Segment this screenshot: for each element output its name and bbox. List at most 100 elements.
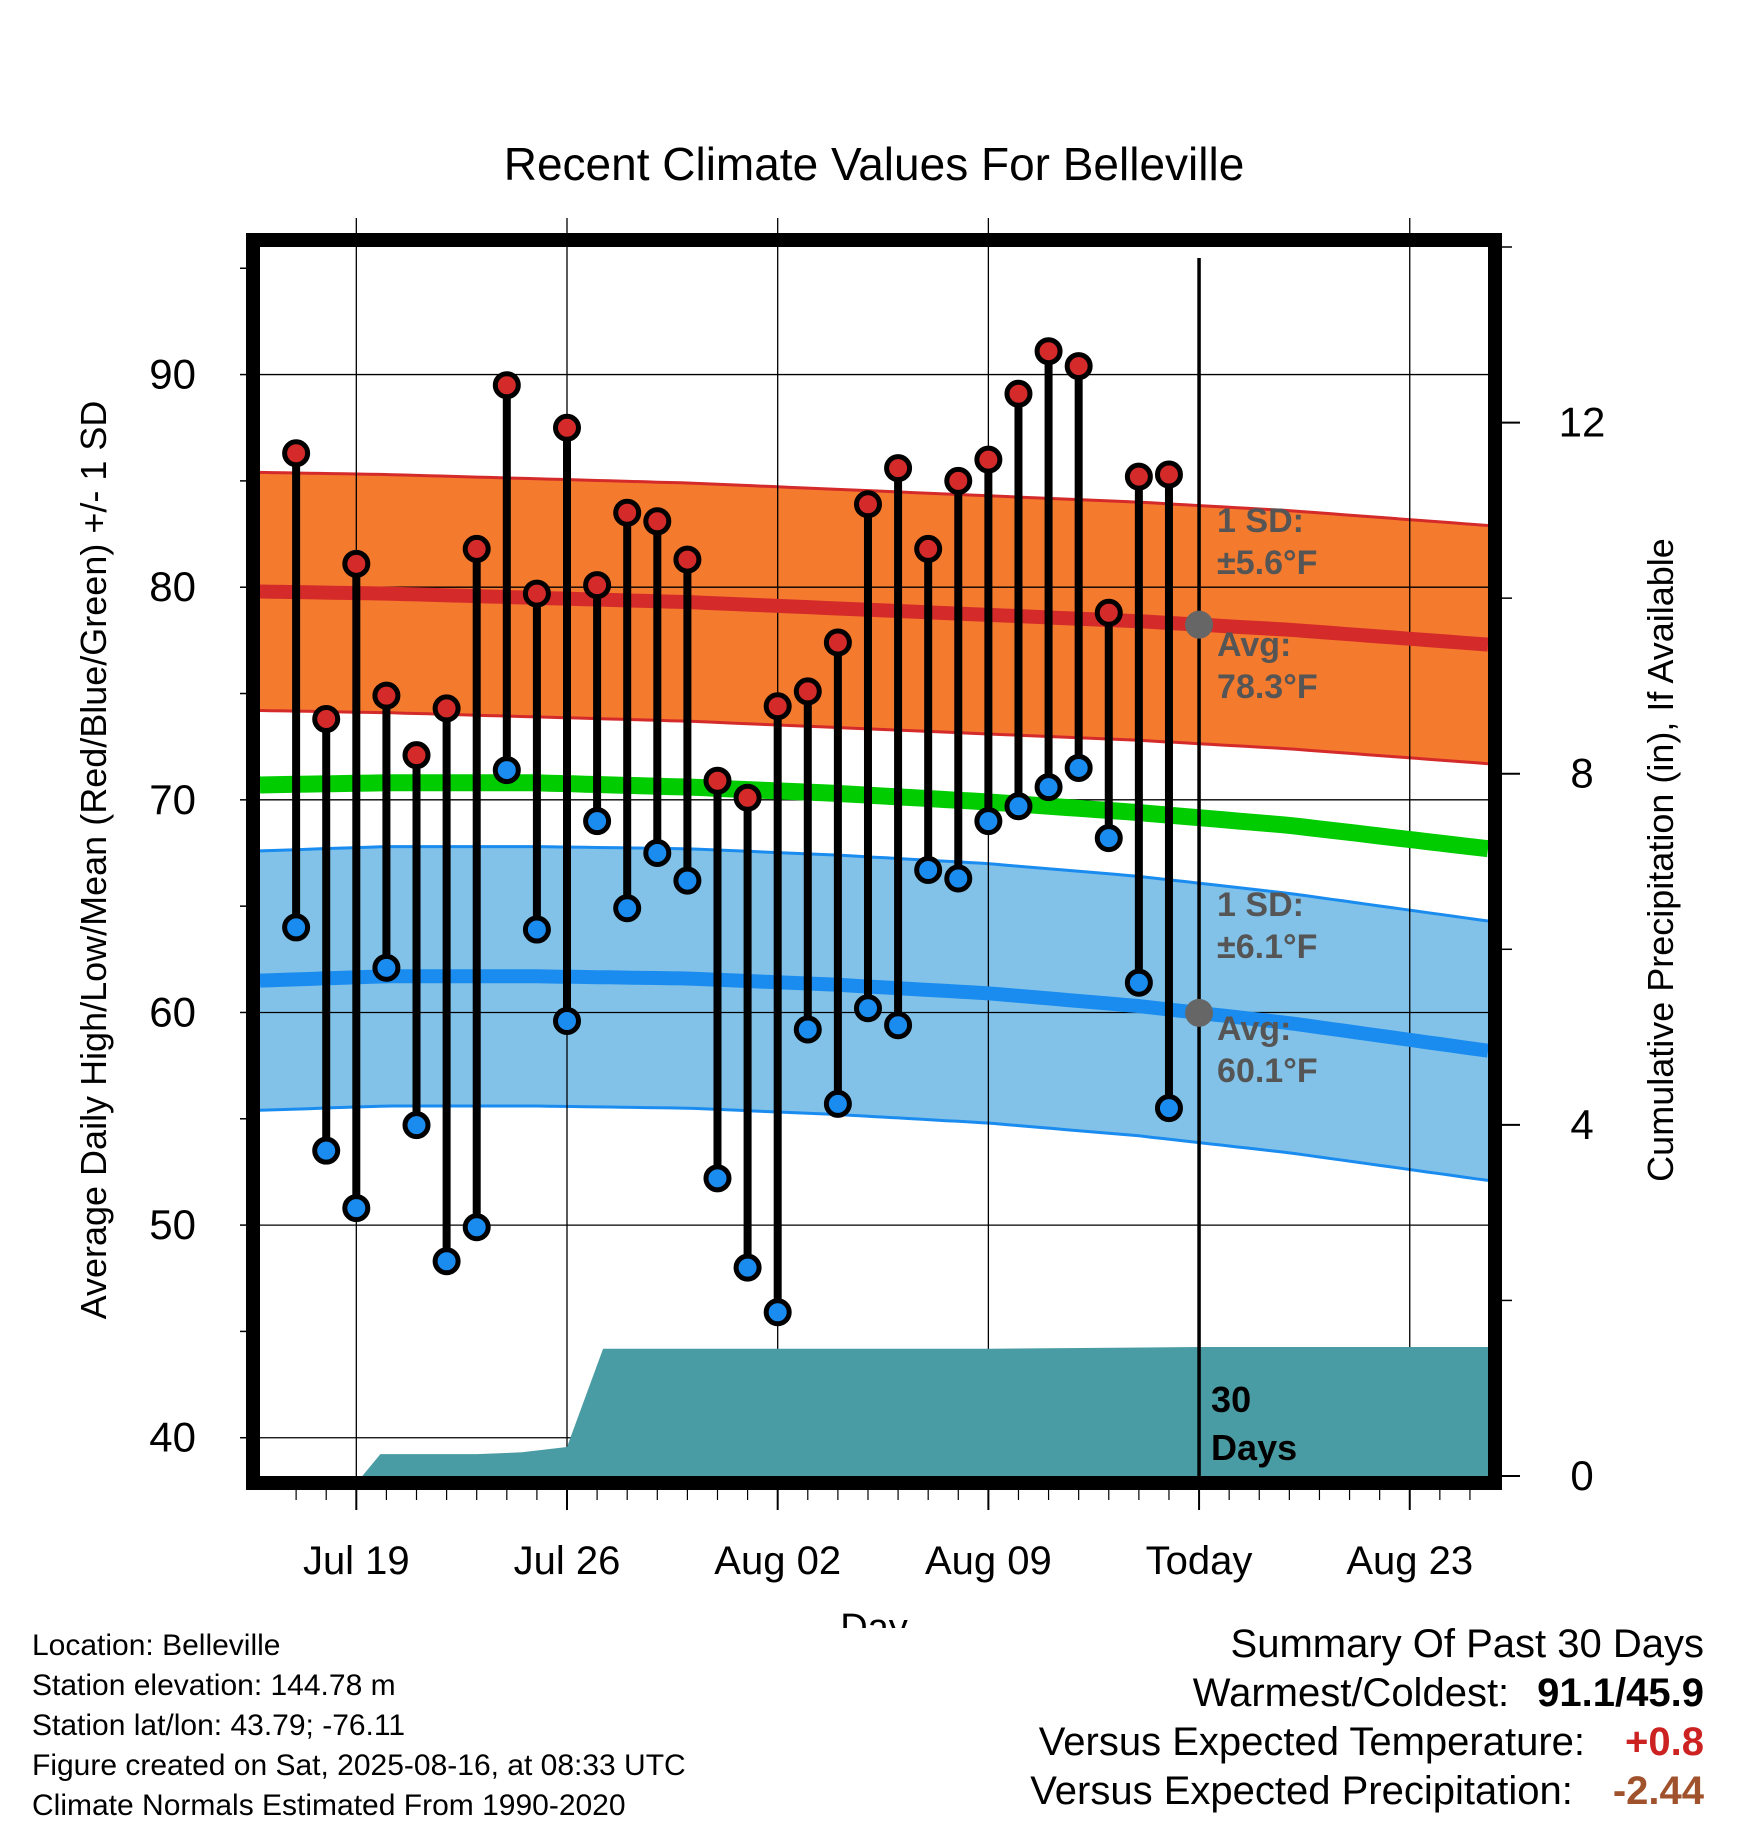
summary-title: Summary Of Past 30 Days — [1230, 1622, 1704, 1666]
daily-high-point — [372, 681, 401, 710]
x-tick-label: Aug 09 — [925, 1539, 1052, 1583]
today-high-avg-dot — [1185, 610, 1214, 639]
daily-high-point — [1034, 337, 1063, 366]
daily-high-point — [462, 534, 491, 563]
low-sd-title: 1 SD: — [1217, 886, 1304, 924]
daily-low-point — [823, 1089, 852, 1118]
daily-low-point — [914, 856, 943, 885]
band-labels: 1 SD: ±5.6°F Avg: 78.3°F 1 SD: ±6.1°F Avg: 60.1… — [1217, 502, 1318, 1090]
daily-low-point — [1034, 773, 1063, 802]
frame-right-edge — [1488, 240, 1501, 1483]
high-band-upper-edge — [259, 470, 1489, 527]
today-low-avg-dot — [1185, 998, 1214, 1027]
axes: 40 50 60 70 80 90 0 4 8 12 Jul 19 Jul 26 Aug 02 Aug 0… — [149, 246, 1606, 1583]
daily-high-point — [282, 439, 311, 468]
daily-high-point — [1004, 379, 1033, 408]
high-sd-value: ±5.6°F — [1217, 544, 1317, 582]
today-label-unit: Days — [1211, 1427, 1297, 1468]
y-tick-label: 70 — [149, 776, 196, 823]
daily-high-point — [914, 534, 943, 563]
daily-low-point — [1094, 824, 1123, 853]
normal-low-line — [259, 969, 1489, 1058]
daily-high-point — [583, 571, 612, 600]
low-sd-value: ±6.1°F — [1217, 928, 1317, 966]
info-normals: Climate Normals Estimated From 1990-2020 — [32, 1789, 626, 1822]
normal-lines — [259, 584, 1489, 1058]
daily-low-point — [492, 756, 521, 785]
x-tick-label: Jul 19 — [303, 1539, 410, 1583]
daily-high-point — [613, 498, 642, 527]
daily-high-point — [673, 545, 702, 574]
warm-cold-label: Warmest/Coldest: — [1192, 1671, 1510, 1715]
daily-high-point — [1064, 352, 1093, 381]
daily-low-point — [312, 1136, 341, 1165]
plot-frame — [246, 233, 1502, 1490]
y-tick-label: 90 — [149, 351, 196, 398]
daily-high-point — [553, 413, 581, 442]
precip-tick-label: 12 — [1559, 399, 1606, 446]
x-axis-label: Day — [840, 1607, 908, 1628]
low-band-upper-edge — [259, 845, 1489, 923]
daily-low-point — [372, 953, 401, 982]
daily-low-point — [613, 894, 642, 923]
daily-high-point — [1154, 460, 1183, 489]
high-avg-value: 78.3°F — [1217, 668, 1318, 706]
precip-tick-label: 4 — [1570, 1101, 1593, 1148]
daily-high-point — [522, 579, 551, 608]
daily-low-point — [1064, 753, 1093, 782]
daily-low-point — [432, 1247, 461, 1276]
station-info: Location: Belleville Station elevation: … — [32, 1626, 686, 1826]
daily-low-point — [673, 866, 702, 895]
low-avg-value: 60.1°F — [1217, 1052, 1318, 1090]
summary-warm-cold: Warmest/Coldest: 91.1/45.9 — [1030, 1669, 1704, 1718]
daily-low-point — [462, 1213, 491, 1242]
daily-low-point — [402, 1111, 431, 1140]
today-marker: 30 Days — [1185, 258, 1297, 1476]
daily-high-point — [793, 677, 822, 706]
daily-low-point — [793, 1015, 822, 1044]
info-created: Figure created on Sat, 2025-08-16, at 08… — [32, 1749, 686, 1782]
chart-title: Recent Climate Values For Belleville — [504, 138, 1245, 190]
climate-chart: Recent Climate Values For Belleville 30 D… — [73, 138, 1681, 1628]
temp-label: Versus Expected Temperature: — [1038, 1720, 1586, 1764]
daily-low-point — [763, 1298, 792, 1327]
daily-low-point — [1124, 968, 1153, 997]
daily-high-point — [823, 628, 852, 657]
cumulative-precip-area — [260, 1347, 1488, 1476]
daily-high-point — [853, 490, 882, 519]
daily-high-point — [432, 694, 461, 723]
y-tick-label: 80 — [149, 563, 196, 610]
y-tick-label: 60 — [149, 988, 196, 1035]
daily-low-point — [583, 807, 612, 836]
daily-high-point — [342, 549, 371, 578]
daily-low-point — [1004, 792, 1033, 821]
high-sd-title: 1 SD: — [1217, 502, 1304, 540]
daily-low-point — [884, 1011, 913, 1040]
info-latlon: Station lat/lon: 43.79; -76.11 — [32, 1709, 406, 1742]
today-label-count: 30 — [1211, 1379, 1251, 1420]
daily-bars — [282, 337, 1183, 1327]
low-avg-title: Avg: — [1217, 1010, 1291, 1048]
summary-precip: Versus Expected Precipitation: -2.44 — [1030, 1767, 1704, 1816]
normal-mean-line — [259, 774, 1489, 858]
daily-low-point — [522, 915, 551, 944]
daily-low-point — [853, 994, 882, 1023]
daily-high-point — [1094, 598, 1123, 627]
high-band-lower-edge — [259, 709, 1489, 766]
daily-high-point — [312, 705, 341, 734]
daily-high-point — [733, 783, 762, 812]
y-tick-label: 50 — [149, 1201, 196, 1248]
daily-high-point — [703, 766, 732, 795]
daily-low-point — [1154, 1094, 1183, 1123]
summary-panel: Summary Of Past 30 Days Warmest/Coldest:… — [1030, 1620, 1704, 1816]
daily-low-point — [342, 1194, 371, 1223]
temp-value: +0.8 — [1625, 1720, 1704, 1764]
y-axis-right-label: Cumulative Precipitation (in), If Availa… — [1640, 538, 1681, 1182]
daily-high-point — [402, 741, 431, 770]
high-avg-title: Avg: — [1217, 626, 1291, 664]
info-elevation: Station elevation: 144.78 m — [32, 1669, 396, 1702]
precip-tick-label: 0 — [1570, 1452, 1593, 1499]
y-axis-left-label: Average Daily High/Low/Mean (Red/Blue/Gr… — [73, 401, 114, 1320]
y-tick-label: 40 — [149, 1414, 196, 1461]
normal-high-line — [259, 584, 1489, 652]
